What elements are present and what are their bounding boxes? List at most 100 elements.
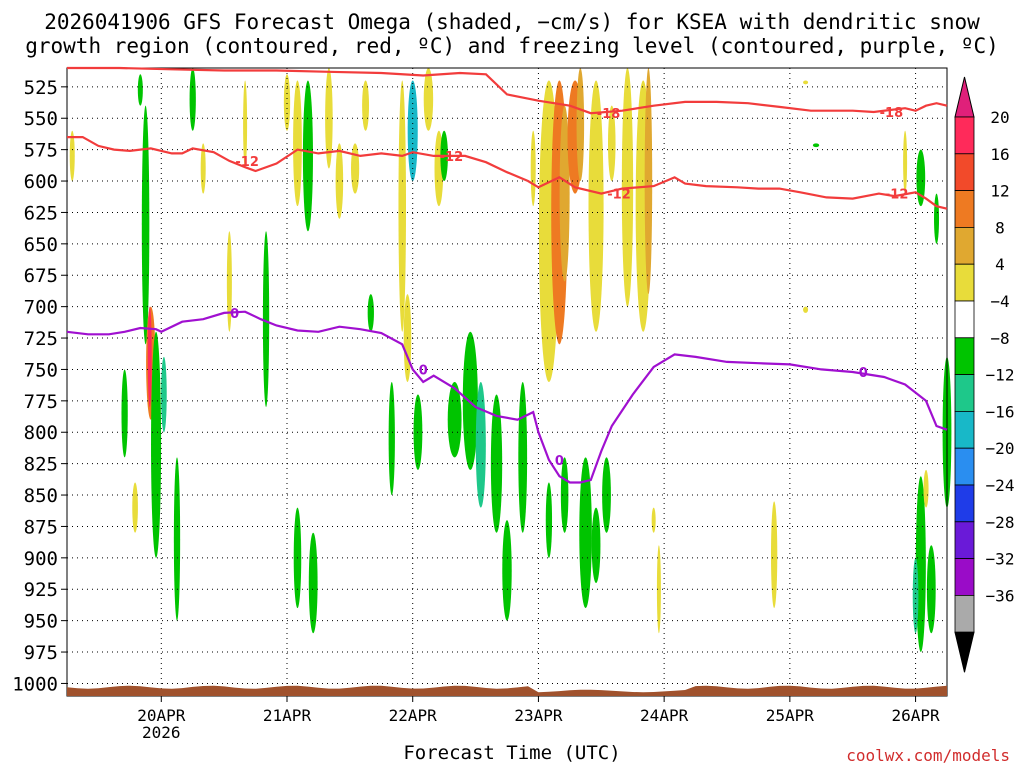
omega-blob-59	[912, 557, 919, 634]
colorbar-swatch-9	[954, 447, 975, 486]
y-tick-label-750: 750	[24, 359, 58, 381]
x-tick-label-25APR: 25APR	[766, 706, 815, 725]
colorbar-label-11: −28	[986, 513, 1015, 532]
contour-label-1-0: -12	[235, 155, 259, 170]
contour-label-1-2: -12	[607, 188, 631, 203]
y-tick-label-900: 900	[24, 548, 58, 570]
omega-blob-36	[490, 394, 503, 533]
y-tick-label-700: 700	[24, 297, 58, 319]
colorbar-swatch-11	[954, 521, 975, 559]
colorbar-label-8: −16	[986, 402, 1015, 421]
colorbar-label-12: −32	[986, 550, 1015, 569]
contour-1	[67, 136, 948, 210]
y-tick-label-825: 825	[24, 454, 58, 476]
grid: 525 550 575 600 625 650 675 700 725 750 775 800 825 8…	[12, 68, 947, 742]
omega-blob-4	[147, 306, 152, 408]
omega-blob-22	[351, 143, 360, 194]
x-tick-label-23APR: 23APR	[514, 706, 563, 725]
contour-label-0-1: -18	[880, 106, 904, 121]
omega-blob-0	[69, 130, 75, 182]
omega-blob-25	[388, 382, 395, 496]
colorbar-swatch-6	[954, 337, 975, 375]
colorbar-swatch-2	[954, 190, 975, 228]
colorbar-label-4: 4	[995, 255, 1005, 274]
x-axis-label: Forecast Time (UTC)	[403, 742, 621, 764]
colorbar: 20 16 12 8 4 −4 −8 −12 −16 −20 −24 −28 −32 −36	[954, 76, 1015, 673]
y-tick-label-800: 800	[24, 422, 58, 444]
colorbar-swatch-13	[954, 595, 975, 633]
omega-blob-46	[607, 105, 616, 182]
contour-label-2-3: 0	[859, 366, 868, 381]
omega-time-height-chart: 5255505756006256506757007257507758008258…	[12, 66, 1015, 742]
y-tick-label-575: 575	[24, 140, 58, 162]
colorbar-swatch-8	[954, 410, 975, 449]
omega-blob-68	[803, 80, 809, 85]
omega-blob-13	[243, 80, 248, 169]
omega-blob-57	[771, 501, 778, 609]
y-tick-label-550: 550	[24, 108, 58, 130]
omega-blob-53	[591, 507, 601, 583]
colorbar-swatch-10	[954, 484, 975, 523]
omega-blob-9	[173, 457, 181, 621]
y-tick-label-625: 625	[24, 202, 58, 224]
omega-blob-33	[447, 382, 462, 458]
omega-blob-62	[903, 130, 908, 194]
omega-blob-30	[423, 68, 434, 131]
chart-title-line1: 2026041906 GFS Forecast Omega (shaded, −…	[44, 10, 980, 34]
colorbar-swatch-12	[954, 558, 975, 596]
omega-blob-11	[200, 143, 206, 194]
omega-blob-26	[398, 80, 407, 332]
omega-blob-54	[602, 457, 611, 533]
x-tick-label-22APR: 22APR	[389, 706, 438, 725]
omega-blob-38	[518, 382, 528, 533]
x-tick-sublabel: 2026	[142, 723, 181, 742]
y-tick-label-875: 875	[24, 516, 58, 538]
x-tick-label-21APR: 21APR	[263, 706, 312, 725]
omega-blob-56	[651, 507, 656, 533]
contour-label-1-1: -12	[440, 150, 464, 165]
x-tick-label-24APR: 24APR	[640, 706, 689, 725]
contour-label-2-2: 0	[555, 454, 564, 469]
colorbar-label-9: −20	[986, 439, 1015, 458]
omega-blob-35	[475, 382, 486, 508]
omega-blob-55	[656, 545, 661, 634]
y-tick-label-775: 775	[24, 391, 58, 413]
colorbar-bottom-arrow	[954, 631, 975, 673]
omega-blob-58	[915, 476, 926, 653]
colorbar-label-2: 12	[990, 182, 1009, 201]
y-tick-label-850: 850	[24, 485, 58, 507]
omega-blob-34	[462, 331, 478, 470]
credit-text: coolwx.com/models	[846, 746, 1010, 765]
omega-blob-17	[302, 80, 313, 232]
omega-blob-7	[121, 369, 128, 458]
omega-blob-63	[916, 149, 926, 207]
colorbar-swatch-3	[954, 226, 975, 265]
omega-shading	[69, 67, 952, 653]
omega-blob-23	[362, 80, 370, 131]
omega-blob-2	[141, 105, 150, 345]
y-tick-label-975: 975	[24, 642, 58, 664]
colorbar-swatch-1	[954, 153, 975, 192]
colorbar-top-arrow	[954, 76, 975, 118]
omega-blob-8	[132, 482, 138, 533]
colorbar-swatch-0	[954, 116, 975, 155]
omega-blob-5	[151, 331, 162, 558]
omega-blob-69	[812, 143, 820, 148]
omega-blob-24	[367, 294, 374, 332]
omega-blob-49	[644, 67, 653, 295]
x-tick-label-20APR: 20APR	[137, 706, 186, 725]
colorbar-swatch-7	[954, 374, 975, 412]
colorbar-label-1: 16	[990, 145, 1009, 164]
omega-blob-67	[803, 306, 809, 313]
contour-label-0-0: -18	[597, 107, 621, 122]
omega-blob-16	[293, 80, 302, 207]
omega-blob-10	[189, 68, 196, 131]
omega-blob-37	[502, 520, 512, 621]
contour-label-2-1: 0	[419, 363, 428, 378]
omega-blob-44	[576, 68, 585, 182]
omega-blob-27	[407, 80, 418, 182]
omega-blob-6	[161, 356, 167, 433]
omega-blob-14	[262, 231, 270, 408]
colorbar-label-3: 8	[995, 218, 1005, 237]
omega-blob-21	[335, 143, 344, 219]
